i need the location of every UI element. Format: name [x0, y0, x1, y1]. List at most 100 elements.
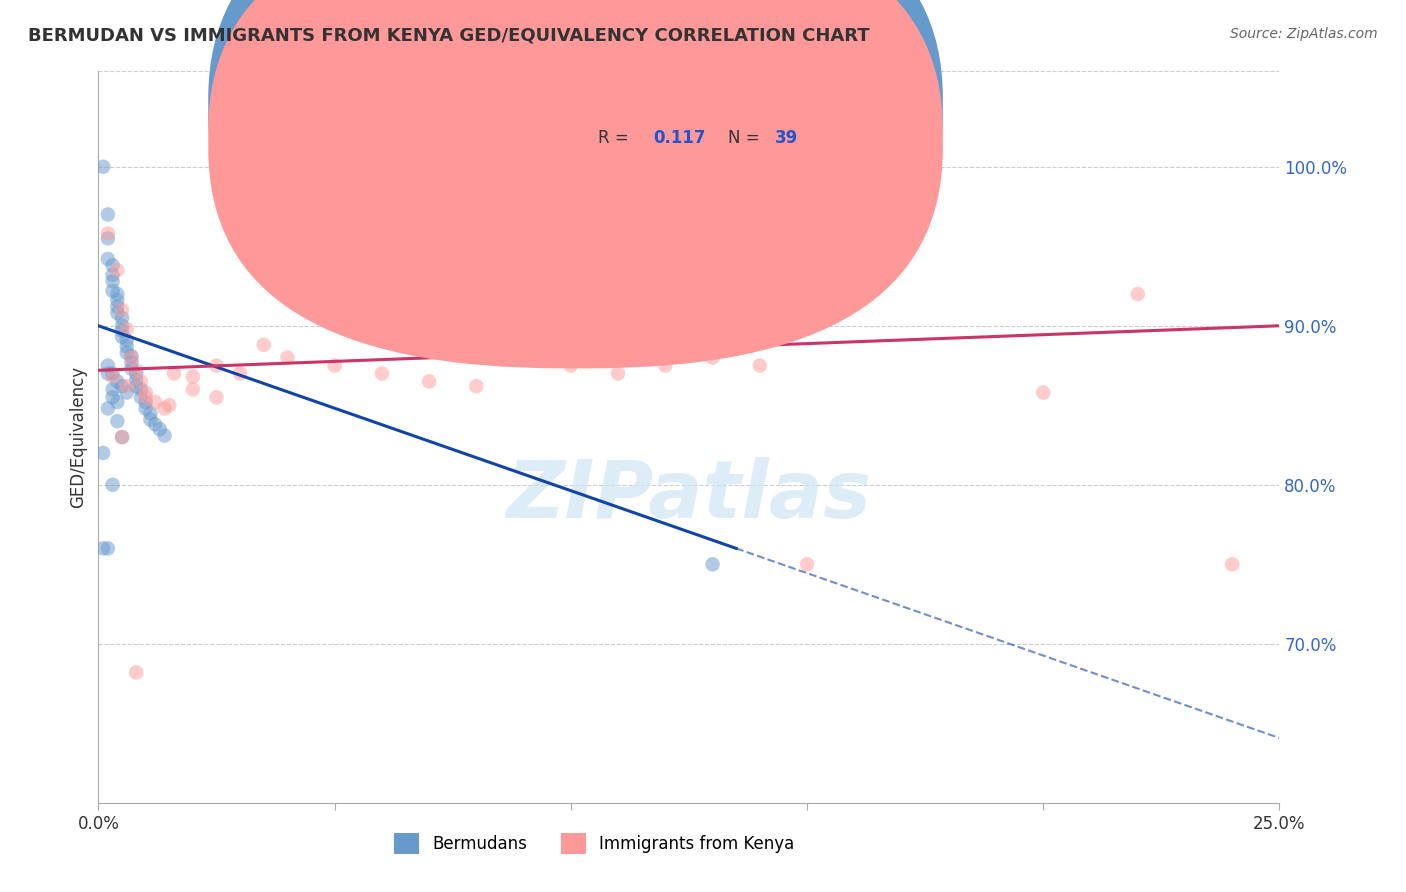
Point — [97, 541, 120, 556]
Point — [111, 318, 134, 333]
Point — [115, 385, 138, 400]
Point — [153, 401, 176, 416]
Point — [97, 231, 120, 245]
Point — [135, 401, 157, 416]
Point — [748, 359, 770, 373]
Point — [101, 477, 124, 491]
Point — [97, 401, 120, 416]
Point — [153, 428, 176, 442]
Point — [97, 227, 120, 241]
Point — [149, 422, 172, 436]
Point — [129, 390, 152, 404]
Point — [512, 287, 534, 301]
Point — [105, 395, 128, 409]
Point — [115, 333, 138, 347]
Point — [181, 383, 204, 397]
Legend: Bermudans, Immigrants from Kenya: Bermudans, Immigrants from Kenya — [388, 827, 801, 860]
Text: 51: 51 — [775, 98, 799, 116]
Point — [105, 287, 128, 301]
Point — [276, 351, 298, 365]
Point — [111, 302, 134, 317]
Point — [91, 446, 114, 460]
Point — [129, 383, 152, 397]
Text: BERMUDAN VS IMMIGRANTS FROM KENYA GED/EQUIVALENCY CORRELATION CHART: BERMUDAN VS IMMIGRANTS FROM KENYA GED/EQ… — [28, 27, 870, 45]
Point — [121, 349, 143, 363]
Point — [796, 558, 818, 572]
Text: N =: N = — [728, 129, 765, 147]
Text: 0.117: 0.117 — [654, 129, 706, 147]
Point — [97, 207, 120, 221]
Text: N =: N = — [728, 98, 765, 116]
Point — [105, 300, 128, 314]
Point — [371, 367, 394, 381]
Text: ZIPatlas: ZIPatlas — [506, 457, 872, 534]
Point — [115, 346, 138, 360]
Point — [143, 417, 166, 432]
Point — [135, 390, 157, 404]
Point — [465, 379, 488, 393]
Point — [97, 359, 120, 373]
Point — [560, 359, 582, 373]
Point — [1126, 287, 1149, 301]
Point — [129, 375, 152, 389]
Point — [702, 351, 724, 365]
Point — [1220, 558, 1243, 572]
Point — [121, 351, 143, 365]
Point — [157, 398, 180, 412]
Text: R =: R = — [598, 129, 634, 147]
Point — [111, 379, 134, 393]
Point — [101, 390, 124, 404]
Point — [135, 395, 157, 409]
Text: Source: ZipAtlas.com: Source: ZipAtlas.com — [1230, 27, 1378, 41]
Text: R =: R = — [598, 98, 634, 116]
Point — [181, 369, 204, 384]
Text: -0.307: -0.307 — [654, 98, 713, 116]
Point — [121, 361, 143, 376]
Point — [205, 359, 228, 373]
Point — [111, 310, 134, 325]
Point — [323, 359, 346, 373]
Point — [125, 665, 148, 680]
Point — [105, 375, 128, 389]
Point — [97, 252, 120, 266]
Point — [1032, 385, 1054, 400]
Point — [105, 306, 128, 320]
Point — [105, 414, 128, 428]
Point — [125, 363, 148, 377]
Point — [125, 373, 148, 387]
Point — [111, 430, 134, 444]
Point — [101, 284, 124, 298]
Point — [121, 355, 143, 369]
Point — [101, 258, 124, 272]
Point — [101, 367, 124, 381]
Point — [125, 379, 148, 393]
Point — [115, 379, 138, 393]
FancyBboxPatch shape — [208, 0, 943, 368]
Point — [105, 263, 128, 277]
Y-axis label: GED/Equivalency: GED/Equivalency — [69, 366, 87, 508]
Point — [654, 359, 676, 373]
Point — [418, 375, 440, 389]
Point — [143, 395, 166, 409]
Point — [607, 367, 630, 381]
Point — [229, 367, 252, 381]
Point — [111, 330, 134, 344]
Point — [101, 383, 124, 397]
Point — [115, 339, 138, 353]
FancyBboxPatch shape — [208, 0, 943, 336]
Point — [111, 324, 134, 338]
FancyBboxPatch shape — [547, 82, 855, 167]
Point — [115, 322, 138, 336]
Point — [205, 390, 228, 404]
Point — [702, 558, 724, 572]
Text: 39: 39 — [775, 129, 799, 147]
Point — [97, 367, 120, 381]
Point — [91, 541, 114, 556]
Point — [253, 338, 276, 352]
Point — [91, 160, 114, 174]
Point — [139, 412, 162, 426]
Point — [512, 351, 534, 365]
Point — [101, 274, 124, 288]
Point — [111, 430, 134, 444]
Point — [163, 367, 186, 381]
